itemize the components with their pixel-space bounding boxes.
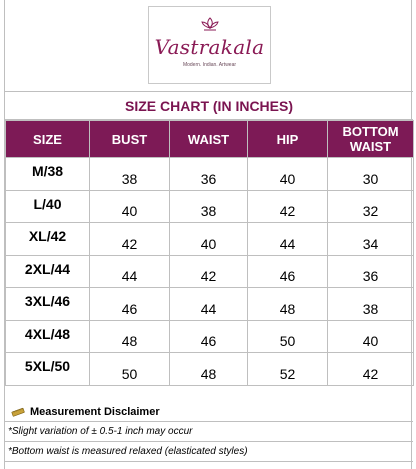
disclaimer-note: *Bottom waist is measured relaxed (elast… <box>5 442 413 462</box>
disclaimer-heading: Measurement Disclaimer <box>30 405 160 418</box>
waist-cell: 40 <box>169 222 248 256</box>
brand-logo: Vastrakala Modern. Indian. Artwear <box>148 6 271 84</box>
hip-cell: 48 <box>247 287 328 321</box>
ruler-icon <box>11 407 25 417</box>
bust-cell: 40 <box>89 189 170 223</box>
bust-cell: 50 <box>89 352 170 386</box>
size-table: SIZE BUST WAIST HIP BOTTOM WAIST M/38 38… <box>5 120 414 386</box>
column-header-bottom-waist: BOTTOM WAIST <box>327 120 414 158</box>
bust-cell: 42 <box>89 222 170 256</box>
column-header-hip: HIP <box>247 120 328 158</box>
table-row: XL/42 42 40 44 34 <box>5 222 414 256</box>
bottom-waist-cell: 32 <box>327 189 414 223</box>
bottom-waist-cell: 34 <box>327 222 414 256</box>
disclaimer-heading-row: Measurement Disclaimer <box>5 403 413 422</box>
table-row: 5XL/50 50 48 52 42 <box>5 352 414 386</box>
waist-cell: 42 <box>169 254 248 288</box>
column-header-bust: BUST <box>89 120 170 158</box>
bottom-waist-cell: 36 <box>327 254 414 288</box>
bottom-waist-cell: 42 <box>327 352 414 386</box>
waist-cell: 46 <box>169 319 248 353</box>
table-row: 4XL/48 48 46 50 40 <box>5 319 414 353</box>
table-row: 3XL/46 46 44 48 38 <box>5 287 414 321</box>
bust-cell: 44 <box>89 254 170 288</box>
size-cell: L/40 <box>5 189 90 223</box>
brand-tagline: Modern. Indian. Artwear <box>182 62 237 68</box>
waist-cell: 38 <box>169 189 248 223</box>
hip-cell: 42 <box>247 189 328 223</box>
table-header-row: SIZE BUST WAIST HIP BOTTOM WAIST <box>5 120 414 158</box>
chart-title: SIZE CHART (IN INCHES) <box>5 92 413 120</box>
hip-cell: 46 <box>247 254 328 288</box>
lotus-icon <box>201 17 219 31</box>
bust-cell: 38 <box>89 157 170 191</box>
hip-cell: 40 <box>247 157 328 191</box>
size-cell: XL/42 <box>5 222 90 256</box>
size-chart-card: Vastrakala Modern. Indian. Artwear SIZE … <box>4 0 414 469</box>
hip-cell: 52 <box>247 352 328 386</box>
size-cell: M/38 <box>5 157 90 191</box>
bottom-waist-cell: 38 <box>327 287 414 321</box>
bust-cell: 46 <box>89 287 170 321</box>
logo-area: Vastrakala Modern. Indian. Artwear <box>5 0 413 92</box>
table-row: L/40 40 38 42 32 <box>5 189 414 223</box>
hip-cell: 50 <box>247 319 328 353</box>
bottom-waist-cell: 40 <box>327 319 414 353</box>
hip-cell: 44 <box>247 222 328 256</box>
brand-name: Vastrakala <box>154 35 265 59</box>
disclaimer-note: *Slight variation of ± 0.5-1 inch may oc… <box>5 422 413 442</box>
waist-cell: 44 <box>169 287 248 321</box>
size-cell: 2XL/44 <box>5 254 90 288</box>
waist-cell: 48 <box>169 352 248 386</box>
size-cell: 4XL/48 <box>5 319 90 353</box>
size-cell: 5XL/50 <box>5 352 90 386</box>
measurement-disclaimer: Measurement Disclaimer *Slight variation… <box>5 403 413 462</box>
column-header-size: SIZE <box>5 120 90 158</box>
bust-cell: 48 <box>89 319 170 353</box>
size-cell: 3XL/46 <box>5 287 90 321</box>
column-header-waist: WAIST <box>169 120 248 158</box>
table-row: 2XL/44 44 42 46 36 <box>5 254 414 288</box>
bottom-waist-cell: 30 <box>327 157 414 191</box>
table-row: M/38 38 36 40 30 <box>5 157 414 191</box>
waist-cell: 36 <box>169 157 248 191</box>
